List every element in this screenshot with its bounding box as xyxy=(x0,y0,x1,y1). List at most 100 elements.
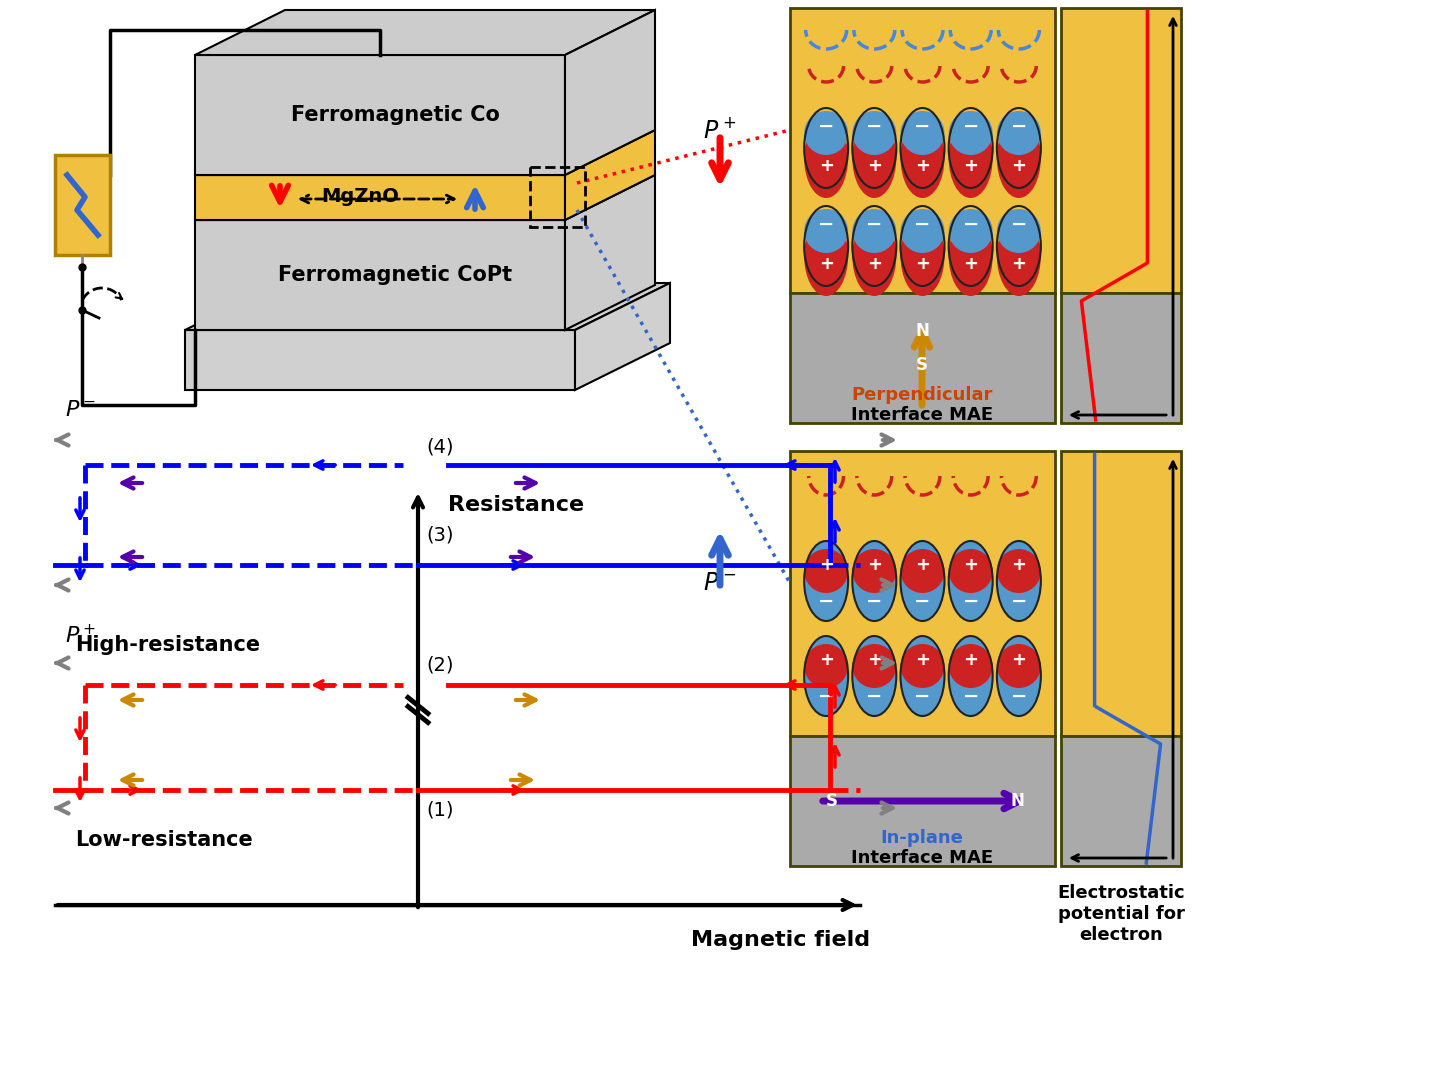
Ellipse shape xyxy=(997,644,1040,688)
Text: $P^-$: $P^-$ xyxy=(64,399,96,420)
Text: −: − xyxy=(963,687,979,706)
Text: +: + xyxy=(1012,157,1026,175)
Bar xyxy=(54,155,110,255)
Ellipse shape xyxy=(900,636,945,716)
Text: −: − xyxy=(963,591,979,610)
Text: S: S xyxy=(916,356,927,374)
Text: $P^-$: $P^-$ xyxy=(703,571,736,595)
Polygon shape xyxy=(184,330,574,390)
Ellipse shape xyxy=(805,118,849,198)
Polygon shape xyxy=(564,175,654,330)
Ellipse shape xyxy=(997,209,1040,253)
Text: +: + xyxy=(963,255,979,273)
Polygon shape xyxy=(184,283,670,330)
Text: Magnetic field: Magnetic field xyxy=(690,930,870,950)
Ellipse shape xyxy=(805,644,849,688)
Text: −: − xyxy=(866,591,883,610)
Bar xyxy=(790,7,1055,293)
Polygon shape xyxy=(194,130,654,175)
Ellipse shape xyxy=(900,209,945,253)
Text: (4): (4) xyxy=(426,437,453,456)
Bar xyxy=(1060,451,1180,736)
Text: +: + xyxy=(915,651,930,669)
Text: +: + xyxy=(867,157,882,175)
Ellipse shape xyxy=(900,216,945,296)
Text: +: + xyxy=(963,556,979,574)
Text: +: + xyxy=(867,556,882,574)
Ellipse shape xyxy=(900,118,945,198)
Ellipse shape xyxy=(949,209,993,253)
Text: +: + xyxy=(819,651,833,669)
Text: −: − xyxy=(915,687,930,706)
Text: +: + xyxy=(1012,556,1026,574)
Bar xyxy=(1060,293,1180,423)
Text: +: + xyxy=(1012,651,1026,669)
Text: −: − xyxy=(963,214,979,233)
Text: In-plane: In-plane xyxy=(880,829,963,847)
Text: +: + xyxy=(915,157,930,175)
Ellipse shape xyxy=(997,636,1040,716)
Ellipse shape xyxy=(852,549,896,593)
Ellipse shape xyxy=(900,541,945,621)
Text: +: + xyxy=(819,556,833,574)
Ellipse shape xyxy=(949,549,993,593)
Text: −: − xyxy=(915,591,930,610)
Text: −: − xyxy=(866,117,883,136)
Ellipse shape xyxy=(949,541,993,621)
Polygon shape xyxy=(194,55,564,175)
Ellipse shape xyxy=(852,541,896,621)
Polygon shape xyxy=(574,283,670,390)
Text: −: − xyxy=(817,117,835,136)
Ellipse shape xyxy=(852,111,896,155)
Text: High-resistance: High-resistance xyxy=(74,635,260,655)
Bar xyxy=(790,293,1055,423)
Bar xyxy=(1060,7,1180,293)
Ellipse shape xyxy=(805,216,849,296)
Ellipse shape xyxy=(949,111,993,155)
Ellipse shape xyxy=(852,644,896,688)
Ellipse shape xyxy=(805,636,849,716)
Text: (2): (2) xyxy=(426,655,453,675)
Text: −: − xyxy=(866,687,883,706)
Text: +: + xyxy=(867,651,882,669)
Polygon shape xyxy=(194,175,654,220)
Text: Resistance: Resistance xyxy=(449,495,584,515)
Ellipse shape xyxy=(997,541,1040,621)
Ellipse shape xyxy=(949,216,993,296)
Ellipse shape xyxy=(997,216,1040,296)
Text: −: − xyxy=(915,214,930,233)
Text: −: − xyxy=(915,117,930,136)
Ellipse shape xyxy=(852,636,896,716)
Bar xyxy=(790,451,1055,736)
Text: Low-resistance: Low-resistance xyxy=(74,830,253,850)
Text: N: N xyxy=(915,322,929,340)
Text: +: + xyxy=(819,255,833,273)
Text: −: − xyxy=(817,214,835,233)
Ellipse shape xyxy=(900,111,945,155)
Text: S: S xyxy=(826,791,837,810)
Text: +: + xyxy=(819,157,833,175)
Ellipse shape xyxy=(805,111,849,155)
Ellipse shape xyxy=(949,644,993,688)
Polygon shape xyxy=(564,10,654,175)
Bar xyxy=(1060,736,1180,866)
Text: (3): (3) xyxy=(426,526,453,544)
Text: +: + xyxy=(963,157,979,175)
Text: +: + xyxy=(867,255,882,273)
Text: Interface MAE: Interface MAE xyxy=(850,849,993,868)
Text: Ferromagnetic Co: Ferromagnetic Co xyxy=(290,105,500,125)
Text: N: N xyxy=(1010,791,1025,810)
Ellipse shape xyxy=(805,549,849,593)
Text: MgZnO: MgZnO xyxy=(322,187,399,207)
Polygon shape xyxy=(194,220,564,330)
Ellipse shape xyxy=(852,209,896,253)
Bar xyxy=(790,736,1055,866)
Polygon shape xyxy=(194,10,654,55)
Text: +: + xyxy=(915,556,930,574)
Text: Interface MAE: Interface MAE xyxy=(850,406,993,424)
Polygon shape xyxy=(564,130,654,220)
Ellipse shape xyxy=(949,118,993,198)
Text: −: − xyxy=(1010,214,1027,233)
Ellipse shape xyxy=(900,549,945,593)
Text: (1): (1) xyxy=(426,800,453,819)
